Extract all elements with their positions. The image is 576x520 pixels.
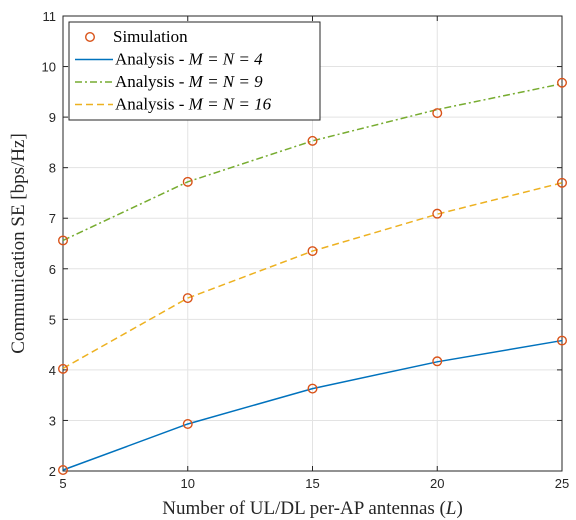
y-tick-label: 8 [49,161,56,176]
y-tick-labels: 2 3 4 5 6 7 8 9 10 11 [42,9,56,479]
legend-item-simulation: Simulation [84,27,188,46]
legend-label: Analysis - M = N = 16 [115,95,272,114]
y-tick-label: 3 [49,413,56,428]
x-tick-label: 25 [555,476,569,491]
simulation-point [58,235,69,246]
y-tick-label: 11 [43,9,57,24]
simulation-point [182,176,193,187]
simulation-point [307,246,318,257]
legend-item-series-2: Analysis - M = N = 9 [75,72,263,91]
simulation-point [307,383,318,394]
y-tick-label: 6 [49,262,56,277]
y-tick-label: 10 [42,60,56,75]
simulation-point [557,77,568,88]
simulation-point [432,108,443,119]
legend-item-series-1: Analysis - M = N = 4 [75,50,263,69]
simulation-point [58,464,69,475]
series-line-2 [62,83,563,242]
x-tick-label: 10 [181,476,195,491]
simulation-point [182,418,193,429]
legend: Simulation Analysis - M = N = 4 Analysis -… [68,21,321,121]
series-lines [62,83,563,471]
simulation-point [182,293,193,304]
legend-label: Analysis - M = N = 4 [115,50,263,69]
simulation-point [557,177,568,188]
x-tick-labels: 5 10 15 20 25 [59,476,569,491]
y-tick-label: 2 [49,464,56,479]
series-line-3 [62,182,563,370]
simulation-point [432,208,443,219]
x-tick-label: 15 [305,476,319,491]
x-axis-label: Number of UL/DL per-AP antennas (L) [162,498,463,519]
simulation-point [307,135,318,146]
simulation-point [557,335,568,346]
y-axis-label: Communication SE [bps/Hz] [8,133,29,354]
tick-marks [62,15,563,472]
y-tick-label: 4 [49,363,56,378]
legend-label: Analysis - M = N = 9 [115,72,263,91]
legend-item-series-3: Analysis - M = N = 16 [75,95,272,114]
legend-label: Simulation [113,27,188,46]
y-tick-label: 7 [49,211,56,226]
x-tick-label: 20 [430,476,444,491]
y-tick-label: 9 [49,110,56,125]
series-line-1 [62,339,563,471]
x-tick-label: 5 [59,476,66,491]
legend-marker [84,32,95,43]
simulation-markers [58,77,568,475]
simulation-point [432,356,443,367]
legend-box [68,21,321,121]
y-tick-label: 5 [49,312,56,327]
simulation-point [58,363,69,374]
